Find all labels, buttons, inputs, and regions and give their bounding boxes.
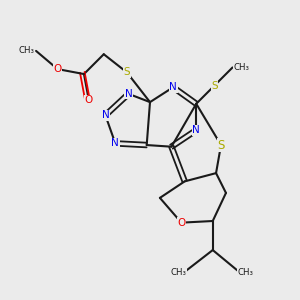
Text: O: O xyxy=(53,64,62,74)
Text: O: O xyxy=(177,218,185,228)
Text: CH₃: CH₃ xyxy=(19,46,35,56)
Text: N: N xyxy=(111,138,119,148)
Text: N: N xyxy=(169,82,177,92)
Text: CH₃: CH₃ xyxy=(234,63,250,72)
Text: S: S xyxy=(217,139,225,152)
Text: CH₃: CH₃ xyxy=(238,268,254,277)
Text: S: S xyxy=(211,81,218,91)
Text: N: N xyxy=(125,89,132,99)
Text: CH₃: CH₃ xyxy=(170,268,186,277)
Text: S: S xyxy=(124,68,130,77)
Text: N: N xyxy=(192,125,200,135)
Text: N: N xyxy=(101,110,109,120)
Text: O: O xyxy=(85,95,93,106)
